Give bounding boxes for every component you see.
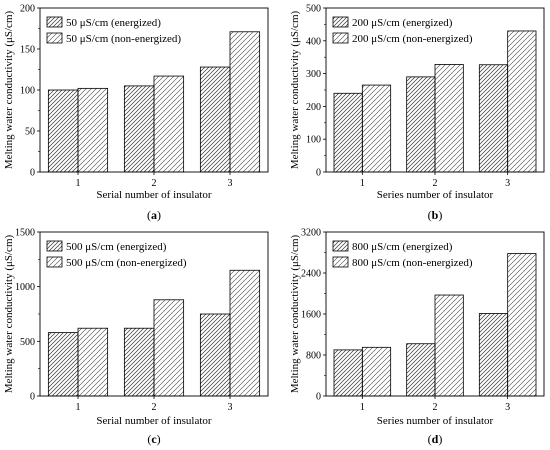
- y-tick-label: 200: [306, 102, 321, 113]
- y-tick-label: 0: [316, 168, 321, 179]
- chart-panel-b: 1 2 3 0 100 200 300 400 500 Melting water conduct…: [289, 4, 545, 222]
- bar-s2-cat2: [434, 294, 464, 397]
- y-tick-label: 0: [30, 392, 35, 403]
- y-tick-label: 0: [30, 168, 35, 179]
- bar-s1-cat2: [123, 327, 155, 397]
- x-tick-label: 1: [76, 178, 81, 189]
- bar-s1-cat3: [199, 66, 231, 173]
- chart-panel-a: 1 2 3 0 50 100 150 200 Melting water conductivit…: [3, 4, 269, 222]
- x-tick-label: 2: [433, 402, 438, 413]
- legend-label-1: 800 μS/cm (energized): [352, 241, 453, 253]
- bar-s1-cat2: [123, 85, 155, 173]
- bar-s1-cat1: [333, 349, 363, 397]
- panel-caption: (c): [147, 432, 160, 446]
- y-axis-label: Melting water conductivity (μS/cm): [3, 11, 15, 170]
- y-tick-label: 500: [306, 4, 321, 15]
- bar-s2-cat3: [229, 269, 261, 397]
- y-axis-label: Melting water conductivity (μS/cm): [289, 11, 301, 170]
- x-tick-label: 3: [505, 178, 510, 189]
- y-axis-label: Melting water conductivity (μS/cm): [289, 235, 301, 394]
- legend-swatch-1: [332, 240, 349, 252]
- y-tick-label: 3200: [301, 228, 321, 239]
- bar-s2-cat2: [434, 64, 464, 173]
- y-tick-label: 1600: [301, 310, 321, 321]
- x-tick-label: 2: [433, 178, 438, 189]
- y-tick-label: 800: [306, 351, 321, 362]
- y-tick-label: 2400: [301, 269, 321, 280]
- y-tick-label: 100: [20, 86, 35, 97]
- x-tick-label: 1: [76, 402, 81, 413]
- bar-s1-cat3: [478, 313, 509, 397]
- legend-swatch-1: [332, 16, 349, 28]
- panel-caption: (d): [428, 432, 443, 446]
- x-axis-label: Serial number of insulator: [96, 415, 212, 427]
- legend-label-2: 200 μS/cm (non-energized): [352, 33, 473, 45]
- legend-swatch-1: [46, 240, 63, 252]
- y-tick-label: 200: [20, 4, 35, 15]
- bar-s2-cat2: [153, 75, 185, 173]
- legend-swatch-2: [332, 32, 349, 44]
- x-axis-label: Serial number of insulator: [96, 189, 212, 201]
- y-tick-label: 0: [316, 392, 321, 403]
- legend-label-1: 200 μS/cm (energized): [352, 17, 453, 29]
- bar-s2-cat2: [153, 299, 185, 397]
- x-tick-label: 3: [228, 178, 233, 189]
- bar-s1-cat2: [406, 343, 436, 397]
- legend-label-2: 800 μS/cm (non-energized): [352, 257, 473, 269]
- x-tick-label: 2: [152, 178, 157, 189]
- bar-s2-cat1: [361, 346, 392, 397]
- y-tick-label: 1000: [15, 282, 35, 293]
- y-tick-label: 400: [306, 36, 321, 47]
- y-tick-label: 300: [306, 69, 321, 80]
- legend-label-1: 50 μS/cm (energized): [66, 17, 161, 29]
- legend-swatch-2: [332, 256, 349, 268]
- x-axis-label: Series number of insulator: [377, 189, 494, 201]
- bar-s1-cat3: [478, 64, 509, 173]
- x-tick-label: 1: [360, 178, 365, 189]
- y-tick-label: 1500: [15, 228, 35, 239]
- panel-caption: (b): [428, 208, 443, 222]
- panel-caption: (a): [147, 208, 161, 222]
- legend-swatch-1: [46, 16, 63, 28]
- legend-label-1: 500 μS/cm (energized): [66, 241, 167, 253]
- legend-label-2: 500 μS/cm (non-energized): [66, 257, 187, 269]
- y-tick-label: 100: [306, 135, 321, 146]
- x-axis-label: Series number of insulator: [377, 415, 494, 427]
- bar-s2-cat1: [77, 327, 109, 397]
- legend-swatch-2: [46, 32, 63, 44]
- bar-s2-cat1: [77, 87, 109, 173]
- y-tick-label: 500: [20, 337, 35, 348]
- y-tick-label: 50: [25, 127, 35, 138]
- bar-s1-cat1: [47, 332, 79, 397]
- bar-s2-cat3: [229, 31, 261, 173]
- bar-s2-cat3: [507, 30, 537, 173]
- x-tick-label: 3: [228, 402, 233, 413]
- legend-label-2: 50 μS/cm (non-energized): [66, 33, 181, 45]
- y-tick-label: 150: [20, 45, 35, 56]
- bar-s2-cat3: [507, 253, 537, 397]
- bar-s1-cat3: [199, 313, 231, 397]
- x-tick-label: 1: [360, 402, 365, 413]
- y-axis-label: Melting water conductivity (μS/cm): [3, 235, 15, 394]
- bar-s1-cat2: [406, 76, 436, 173]
- x-tick-label: 3: [505, 402, 510, 413]
- bar-s1-cat1: [333, 92, 363, 173]
- legend-swatch-2: [46, 256, 63, 268]
- x-tick-label: 2: [152, 402, 157, 413]
- bar-s2-cat1: [361, 84, 392, 173]
- bar-s1-cat1: [47, 89, 79, 173]
